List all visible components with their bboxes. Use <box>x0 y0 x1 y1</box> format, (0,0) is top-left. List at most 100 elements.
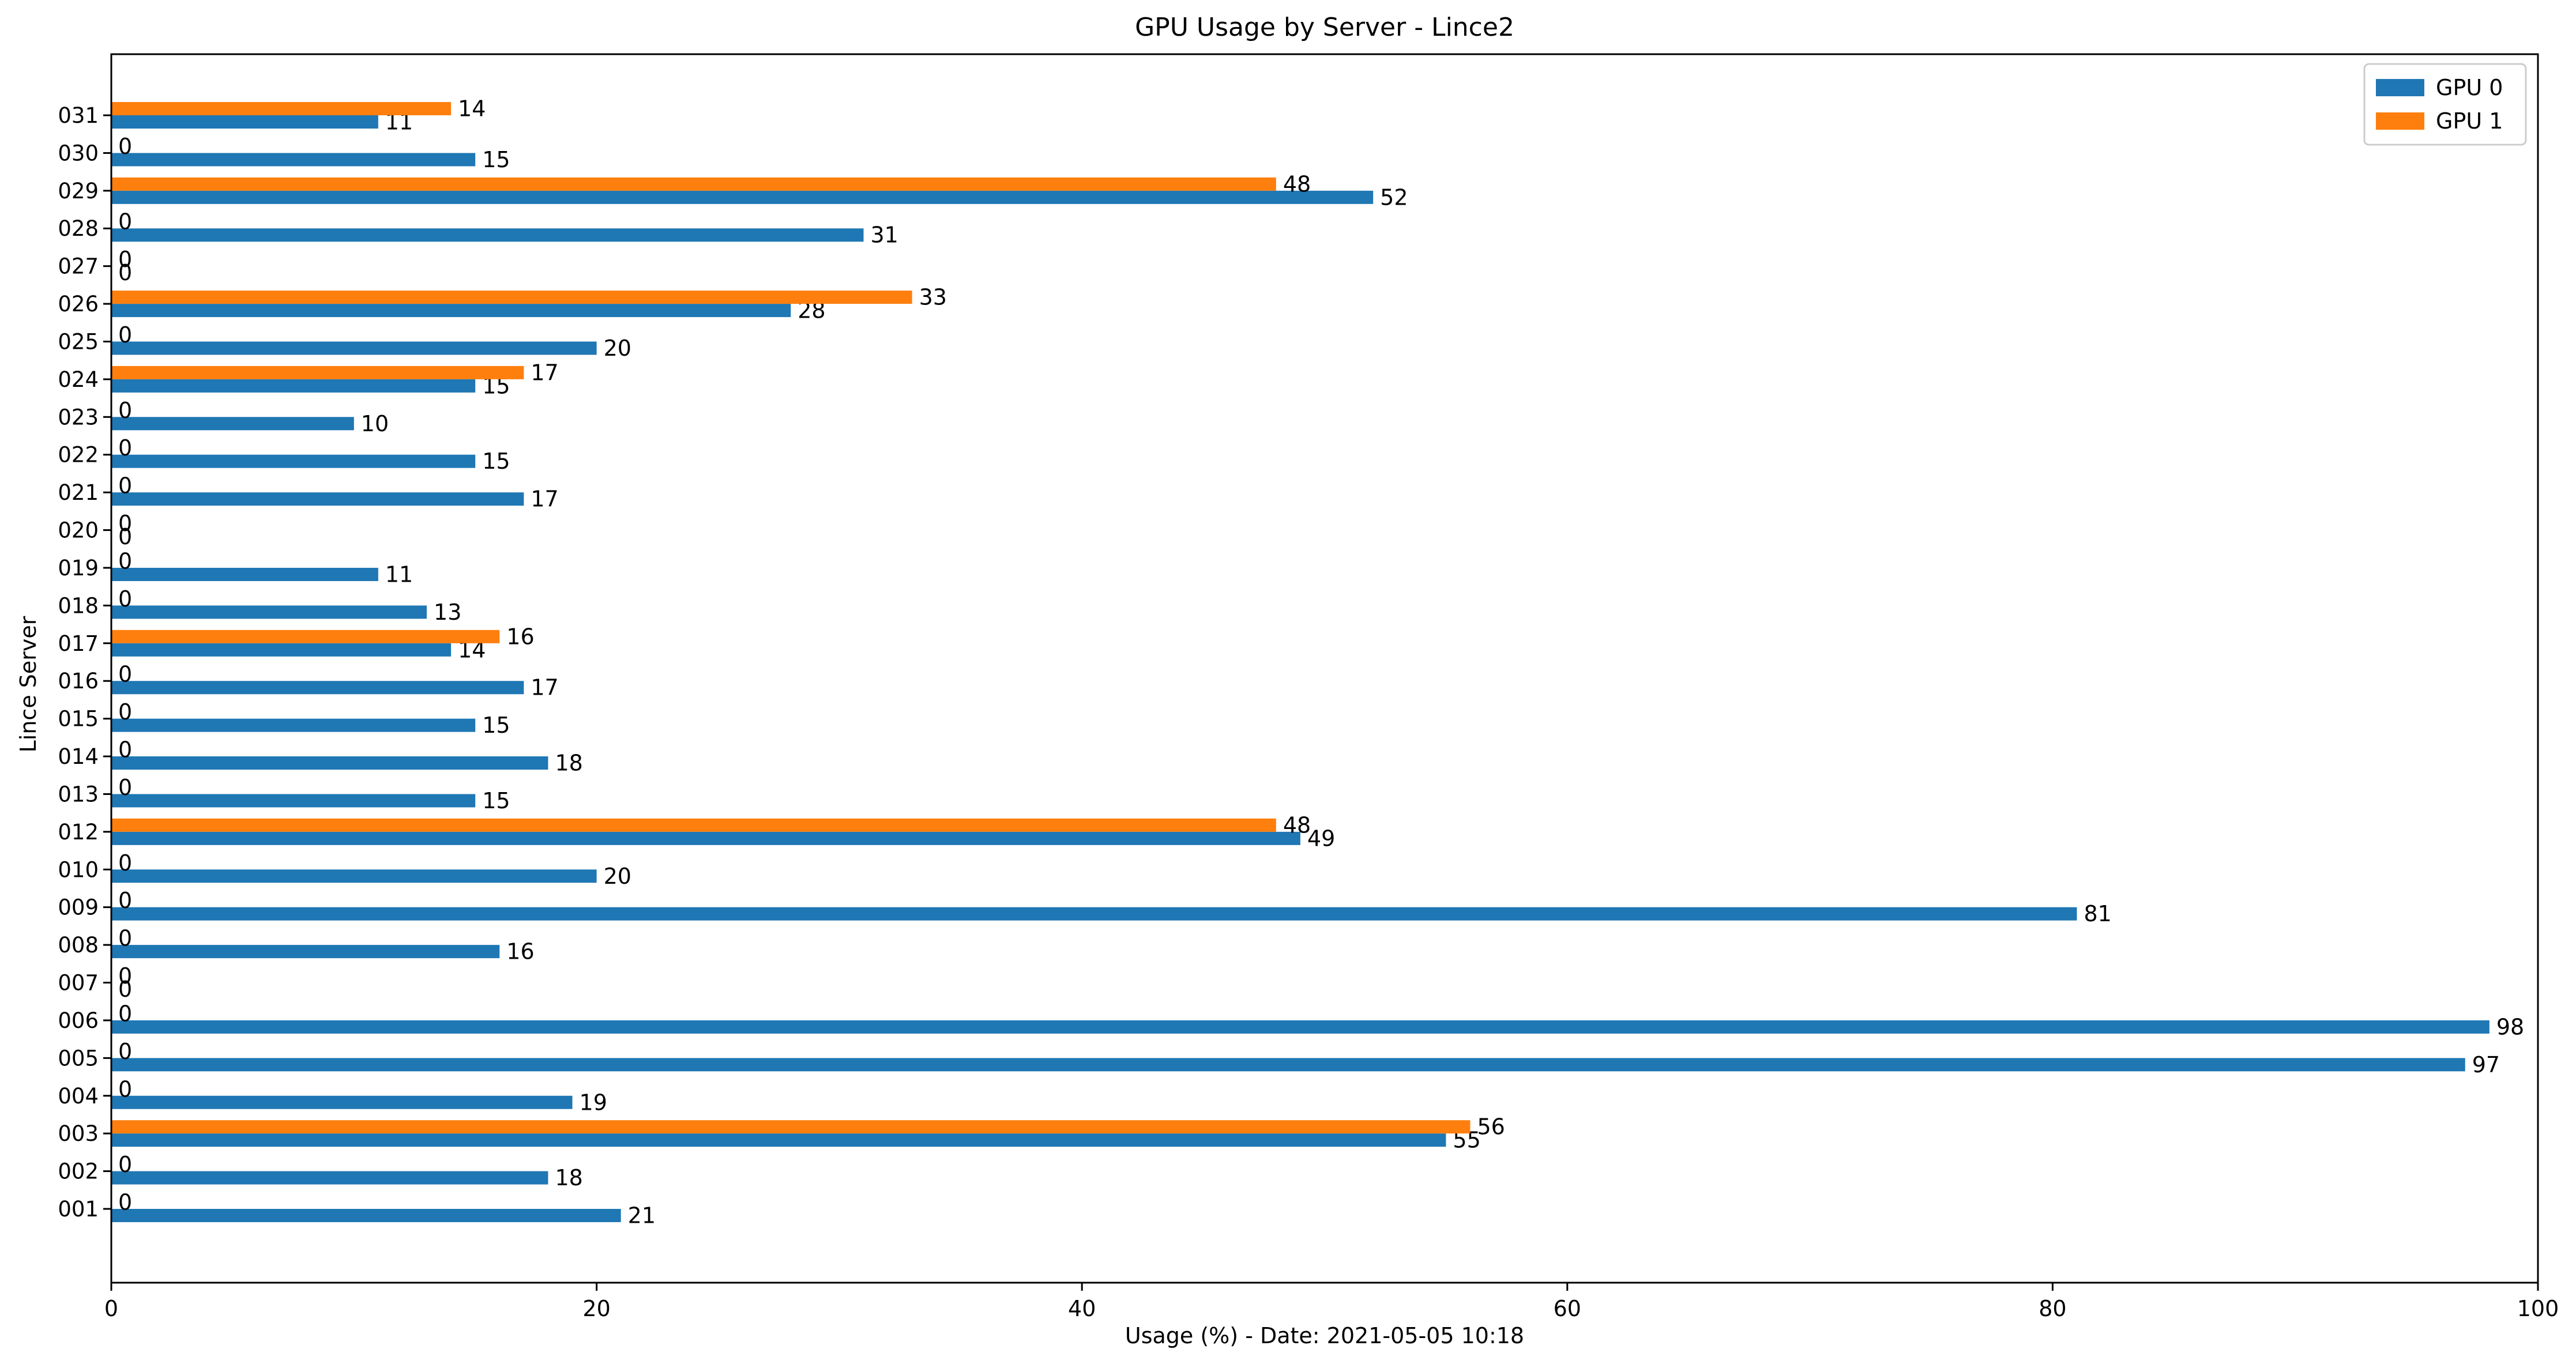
y-tick-label: 026 <box>58 292 99 316</box>
data-label: 48 <box>1283 171 1311 197</box>
data-label: 0 <box>118 548 132 574</box>
data-label: 0 <box>118 850 132 876</box>
bar-gpu-1 <box>111 102 452 115</box>
chart-title: GPU Usage by Server - Lince2 <box>1135 13 1514 42</box>
data-label: 15 <box>482 449 510 474</box>
data-label: 0 <box>118 662 132 687</box>
y-tick-label: 028 <box>58 216 99 241</box>
data-label: 16 <box>506 939 534 964</box>
y-tick-label: 006 <box>58 1008 99 1033</box>
data-label: 0 <box>118 926 132 951</box>
y-tick-label: 016 <box>58 669 99 694</box>
data-label: 0 <box>118 435 132 461</box>
bar-gpu-0 <box>111 379 476 393</box>
data-label: 17 <box>531 360 558 385</box>
bar-gpu-0 <box>111 907 2077 921</box>
y-tick-label: 004 <box>58 1084 99 1109</box>
plot-area: 2101805556190970980001608102004948150180… <box>111 96 2524 1228</box>
bar-gpu-0 <box>111 341 597 355</box>
data-label: 48 <box>1283 812 1311 838</box>
data-label: 0 <box>118 1152 132 1177</box>
bar-gpu-0 <box>111 869 597 883</box>
data-label: 31 <box>870 223 898 248</box>
y-tick-label: 030 <box>58 141 99 165</box>
data-label: 13 <box>434 600 461 625</box>
bar-gpu-0 <box>111 115 378 129</box>
y-axis-ticks: 001 002 003 004 005 006 007 008 009 010 012 013 014 0… <box>58 103 111 1222</box>
bar-gpu-0 <box>111 794 476 808</box>
y-tick-label: 019 <box>58 556 99 581</box>
y-tick-label: 017 <box>58 631 99 656</box>
bar-gpu-0 <box>111 1095 573 1109</box>
data-label: 98 <box>2496 1014 2524 1039</box>
data-label: 0 <box>118 473 132 499</box>
data-label: 0 <box>118 1076 132 1102</box>
data-label: 0 <box>118 322 132 348</box>
x-tick-label: 80 <box>2039 1296 2066 1321</box>
y-tick-label: 027 <box>58 254 99 279</box>
x-tick-label: 20 <box>582 1296 610 1321</box>
bar-gpu-0 <box>111 681 524 695</box>
data-label: 20 <box>604 336 631 361</box>
x-axis-ticks: 0 20 40 60 80 100 <box>104 1283 2559 1321</box>
y-tick-label: 018 <box>58 593 99 618</box>
bar-gpu-0 <box>111 417 354 431</box>
data-label: 56 <box>1477 1114 1505 1140</box>
y-tick-label: 003 <box>58 1121 99 1146</box>
bar-gpu-0 <box>111 1133 1446 1147</box>
x-tick-label: 60 <box>1554 1296 1581 1321</box>
data-label: 81 <box>2084 901 2111 926</box>
data-label: 15 <box>482 788 510 813</box>
data-label: 0 <box>118 1001 132 1026</box>
data-label: 33 <box>919 285 947 310</box>
y-axis-label: Lince Server <box>16 616 41 752</box>
x-tick-label: 40 <box>1068 1296 1096 1321</box>
data-label: 17 <box>531 675 558 700</box>
legend-label: GPU 0 <box>2436 75 2503 100</box>
y-tick-label: 023 <box>58 405 99 429</box>
y-tick-label: 013 <box>58 782 99 807</box>
data-label: 0 <box>118 247 132 272</box>
x-tick-label: 100 <box>2517 1296 2559 1321</box>
legend-swatch <box>2376 112 2424 130</box>
data-label: 97 <box>2472 1052 2500 1077</box>
data-label: 0 <box>118 699 132 725</box>
bar-gpu-1 <box>111 1120 1471 1134</box>
x-tick-label: 0 <box>104 1296 118 1321</box>
data-label: 0 <box>118 398 132 423</box>
data-label: 15 <box>482 713 510 738</box>
data-label: 0 <box>118 524 132 549</box>
bar-gpu-0 <box>111 605 427 619</box>
bar-gpu-0 <box>111 643 452 657</box>
data-label: 15 <box>482 147 510 172</box>
bar-gpu-0 <box>111 153 476 167</box>
y-tick-label: 002 <box>58 1159 99 1184</box>
data-label: 21 <box>628 1203 656 1228</box>
bar-gpu-0 <box>111 756 548 770</box>
data-label: 0 <box>118 586 132 612</box>
bar-gpu-0 <box>111 1058 2465 1072</box>
bar-gpu-0 <box>111 190 1374 204</box>
y-tick-label: 010 <box>58 857 99 882</box>
y-tick-label: 020 <box>58 518 99 543</box>
bar-gpu-0 <box>111 718 476 732</box>
data-label: 0 <box>118 737 132 763</box>
y-tick-label: 029 <box>58 179 99 203</box>
data-label: 0 <box>118 977 132 1002</box>
bar-gpu-0 <box>111 831 1300 845</box>
data-label: 11 <box>385 561 413 587</box>
bar-gpu-0 <box>111 304 791 318</box>
data-label: 0 <box>118 209 132 235</box>
data-label: 0 <box>118 134 132 159</box>
bar-gpu-0 <box>111 1171 548 1185</box>
data-label: 0 <box>118 775 132 800</box>
bar-gpu-0 <box>111 945 500 959</box>
data-label: 0 <box>118 511 132 536</box>
bar-gpu-0 <box>111 228 864 242</box>
y-tick-label: 024 <box>58 367 99 392</box>
y-tick-label: 025 <box>58 329 99 354</box>
legend: GPU 0 GPU 1 <box>2363 63 2527 146</box>
bar-gpu-1 <box>111 177 1276 191</box>
bar-gpu-1 <box>111 818 1276 832</box>
